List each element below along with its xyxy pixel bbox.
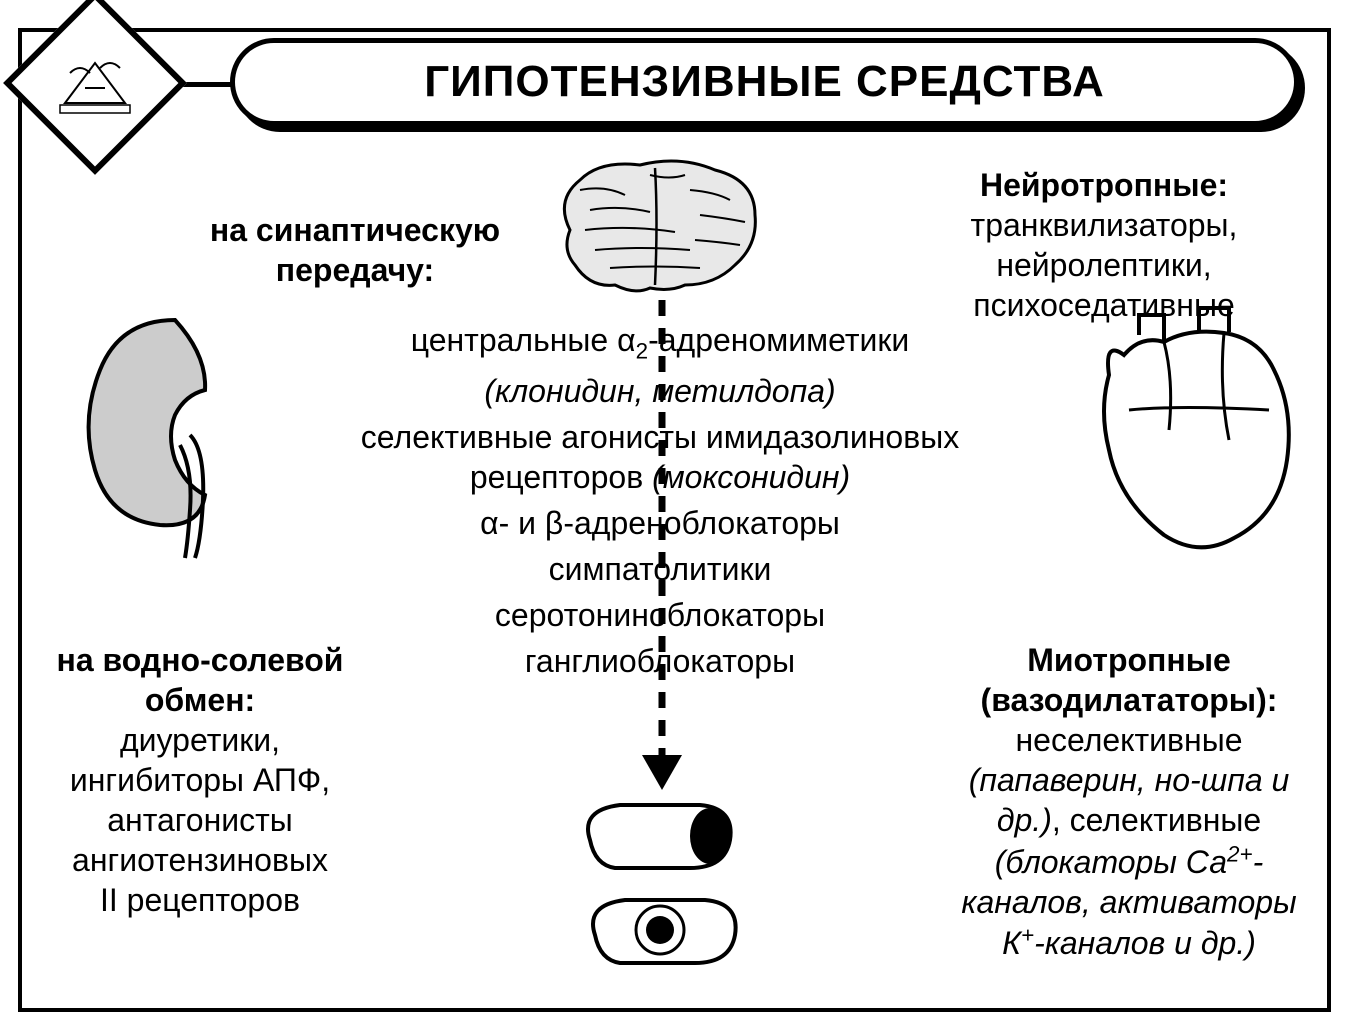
synaptic-item-3: α- и β-адреноблокаторы: [275, 503, 1045, 543]
neurotropic-block: Нейротропные: транквилизаторы, нейролепт…: [914, 165, 1294, 325]
synaptic-items-list: центральные α2-адреномиметики (клонидин,…: [275, 320, 1045, 687]
brain-icon: [540, 150, 770, 300]
synaptic-item-2: селективные агонисты имидазолиновых реце…: [275, 417, 1045, 497]
logo-emblem-icon: [55, 43, 135, 123]
synaptic-item-1-examples: (клонидин, метилдопа): [275, 371, 1045, 411]
heart-icon: [1069, 300, 1309, 560]
synaptic-item-6: ганглиоблокаторы: [275, 641, 1045, 681]
kidney-icon: [45, 300, 245, 560]
synaptic-heading: на синаптическую передачу:: [170, 210, 540, 290]
neurotropic-heading: Нейротропные:: [914, 165, 1294, 205]
page-title: ГИПОТЕНЗИВНЫЕ СРЕДСТВА: [424, 57, 1105, 107]
synaptic-item-4: симпатолитики: [275, 549, 1045, 589]
neurotropic-body: транквилизаторы, нейролептики, психоседа…: [914, 205, 1294, 325]
title-pill: ГИПОТЕНЗИВНЫЕ СРЕДСТВА: [230, 38, 1299, 126]
synaptic-item-1: центральные α2-адреномиметики: [275, 320, 1045, 365]
water-salt-body: диуретики, ингибиторы АПФ, антагонисты а…: [40, 720, 360, 920]
myotropic-body: неселективные (папаверин, но-шпа и др.),…: [944, 720, 1314, 963]
myotropic-block: Миотропные (вазодилататоры): неселективн…: [944, 640, 1314, 963]
blood-vessels-icon: [560, 790, 760, 970]
synaptic-heading-text: на синаптическую передачу:: [210, 212, 500, 288]
synaptic-item-5: серотониноблокаторы: [275, 595, 1045, 635]
